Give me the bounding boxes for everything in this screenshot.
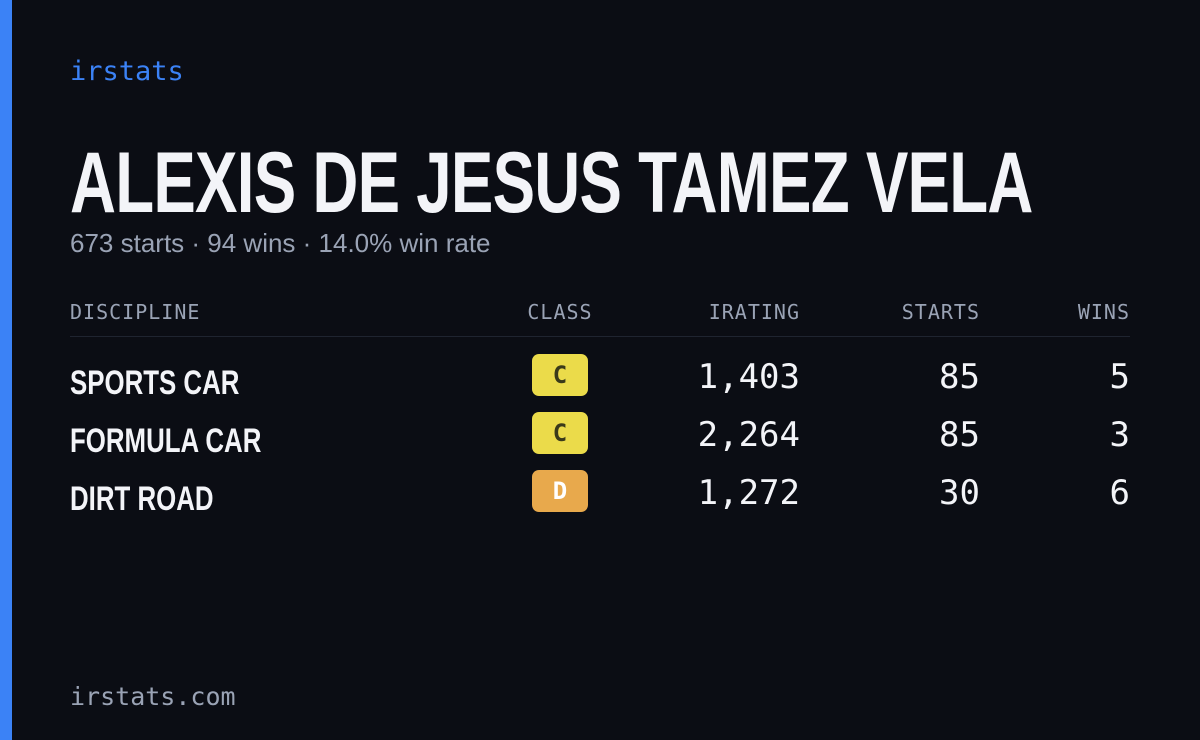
- divider: [70, 336, 1130, 337]
- irating: 2,264: [697, 415, 800, 455]
- column-header: WINS: [1077, 300, 1130, 324]
- starts: 30: [939, 473, 980, 513]
- starts: 85: [939, 357, 980, 397]
- discipline-name: DIRT ROAD: [70, 480, 214, 518]
- wins: 3: [1109, 415, 1130, 455]
- discipline-name: SPORTS CAR: [70, 364, 240, 402]
- title: ALEXIS DE JESUS TAMEZ VELA: [70, 135, 1033, 231]
- subtitle: 673 starts · 94 wins · 14.0% win rate: [70, 228, 491, 258]
- column-header: DISCIPLINE: [70, 300, 201, 324]
- class-badge: D: [532, 470, 588, 512]
- column-header: CLASS: [527, 300, 593, 324]
- accent-bar: [0, 0, 12, 740]
- irating: 1,403: [697, 357, 800, 397]
- column-header: IRATING: [708, 300, 800, 324]
- irating: 1,272: [697, 473, 800, 513]
- wins: 5: [1109, 357, 1130, 397]
- class-badge: C: [532, 412, 588, 454]
- column-header: STARTS: [901, 300, 980, 324]
- footer: irstats.com: [70, 682, 236, 711]
- starts: 85: [939, 415, 980, 455]
- discipline-name: FORMULA CAR: [70, 422, 262, 460]
- brand: irstats: [70, 56, 184, 87]
- class-badge: C: [532, 354, 588, 396]
- wins: 6: [1109, 473, 1130, 513]
